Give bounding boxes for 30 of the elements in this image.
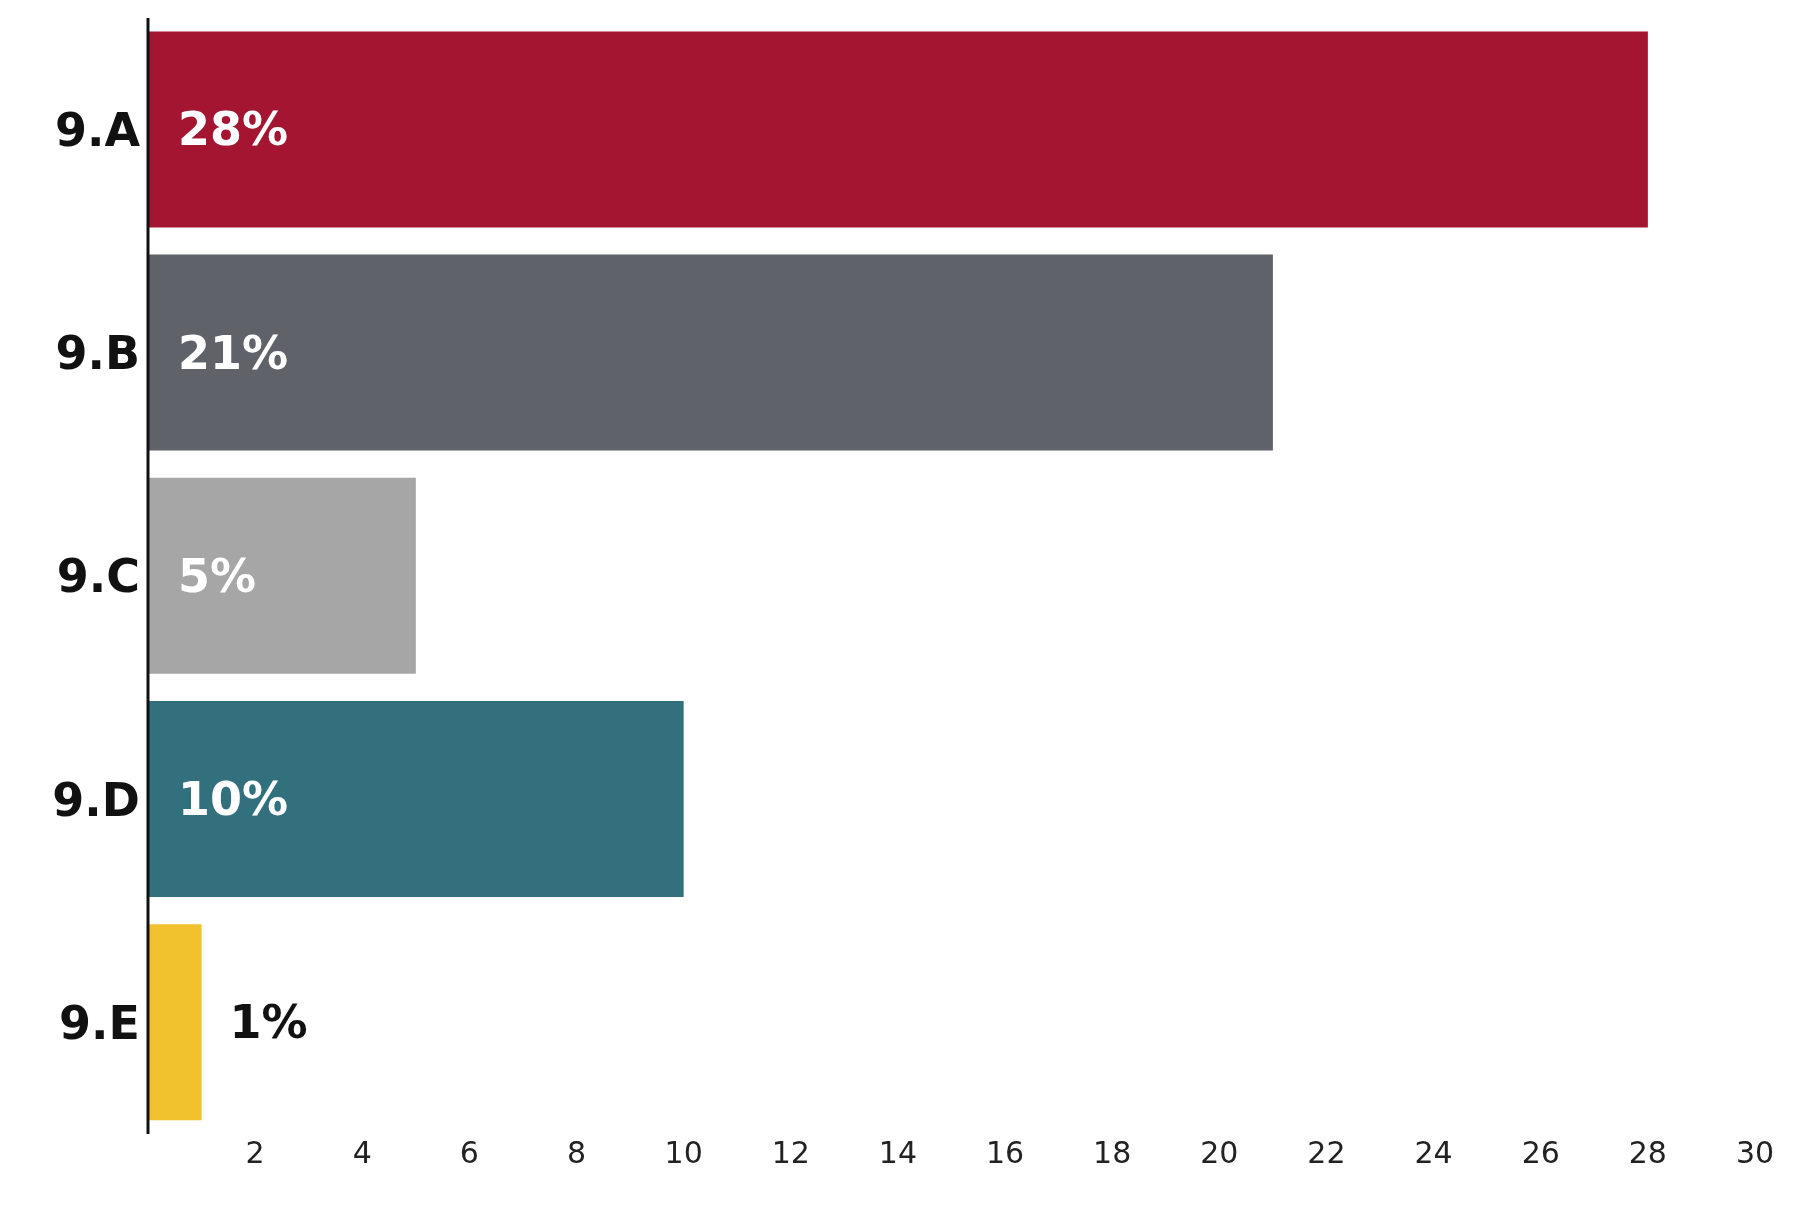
x-tick-label: 26 [1521, 1135, 1560, 1171]
x-tick-label: 16 [985, 1135, 1025, 1171]
x-tick-label: 8 [566, 1135, 587, 1171]
y-tick-label: 9.E [59, 995, 140, 1050]
data-label: 21% [178, 325, 289, 380]
bar [148, 700, 684, 897]
data-label: 10% [178, 771, 289, 826]
y-tick-label: 9.B [55, 326, 140, 381]
x-tick-label: 20 [1200, 1135, 1239, 1171]
x-tick-label: 22 [1307, 1135, 1346, 1171]
x-tick-label: 2 [245, 1135, 265, 1171]
x-tick-label: 4 [352, 1135, 372, 1171]
x-tick-label: 30 [1735, 1135, 1775, 1171]
y-tick-label: 9.C [56, 549, 140, 604]
x-tick-label: 24 [1414, 1135, 1453, 1171]
x-tick-label: 14 [878, 1135, 918, 1171]
data-label: 1% [229, 995, 308, 1050]
bar [148, 477, 416, 674]
x-tick-label: 10 [664, 1135, 703, 1171]
bar [148, 254, 1273, 451]
y-tick-label: 9.A [54, 102, 141, 157]
y-tick-label: 9.D [52, 772, 140, 827]
bar [148, 924, 202, 1121]
x-tick-label: 18 [1093, 1135, 1132, 1171]
x-tick-label: 12 [771, 1135, 810, 1171]
x-tick-label: 28 [1628, 1135, 1667, 1171]
x-tick-label: 6 [459, 1135, 479, 1171]
data-label: 28% [178, 102, 289, 157]
bar [148, 31, 1648, 228]
data-label: 5% [178, 548, 257, 603]
